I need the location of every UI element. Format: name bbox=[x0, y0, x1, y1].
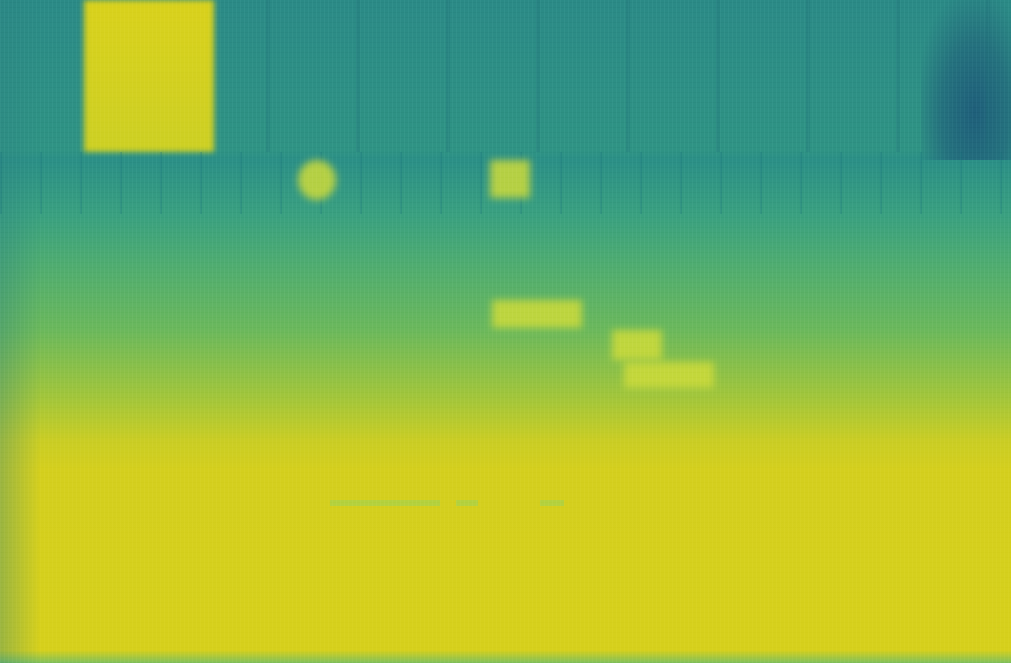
light-stripe-2 bbox=[456, 500, 478, 506]
hotspot-2 bbox=[490, 160, 530, 198]
left-edge-shade bbox=[0, 0, 40, 663]
dark-corner-region bbox=[921, 0, 1011, 160]
light-stripe-3 bbox=[540, 500, 564, 506]
hotspot-5 bbox=[624, 362, 714, 388]
hotspot-1 bbox=[298, 160, 336, 200]
hotspot-3 bbox=[492, 300, 582, 328]
hotspot-4 bbox=[612, 330, 662, 360]
light-stripe-1 bbox=[330, 500, 440, 506]
top-yellow-column bbox=[84, 0, 214, 152]
